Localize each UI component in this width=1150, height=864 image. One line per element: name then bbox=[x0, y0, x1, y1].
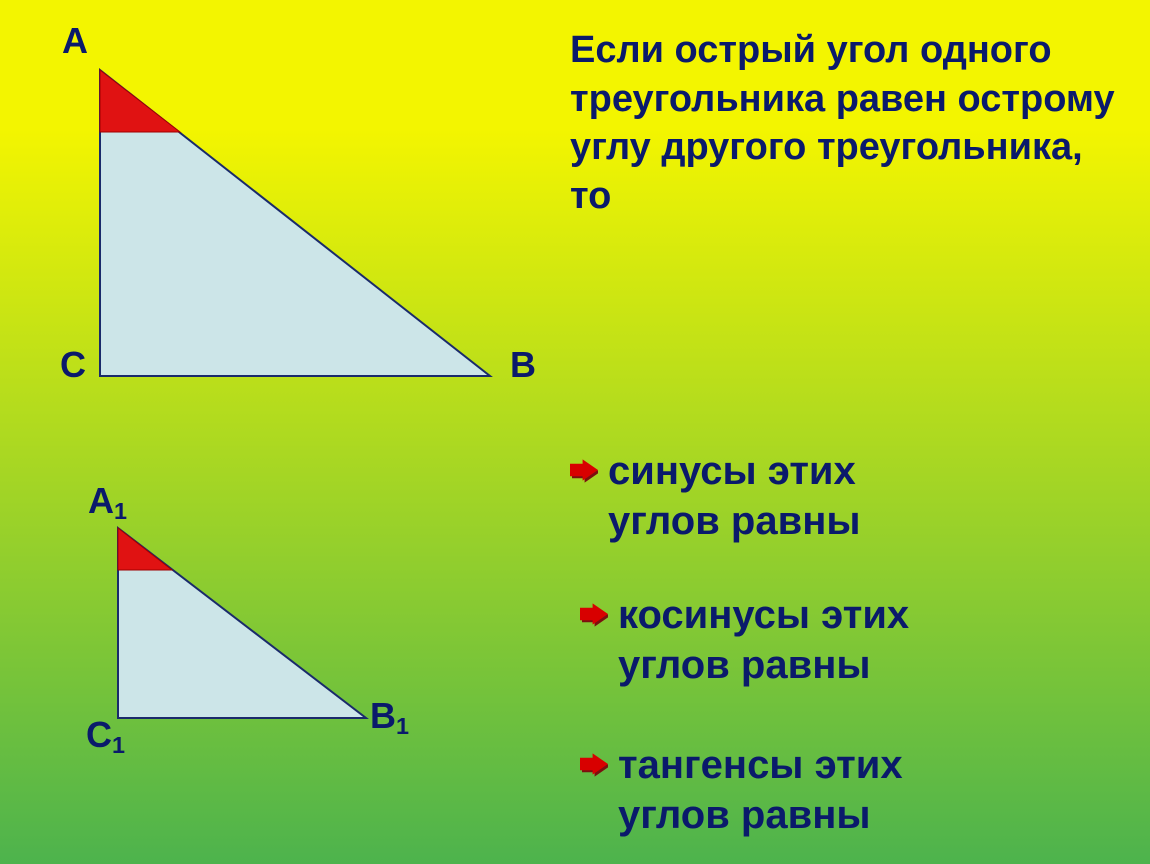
bullet-arrow-icon bbox=[580, 750, 608, 778]
vertex-label-b1-sub: 1 bbox=[396, 713, 409, 739]
vertex-label-c1-sub: 1 bbox=[112, 732, 125, 758]
bullet-row: синусы этих углов равны bbox=[570, 446, 861, 546]
bullet-text: синусы этих углов равны bbox=[608, 446, 861, 546]
bullet-text: тангенсы этих углов равны bbox=[618, 740, 903, 840]
vertex-label-b1: B1 bbox=[370, 695, 409, 737]
vertex-label-a: A bbox=[62, 20, 88, 62]
bullet-arrow-icon bbox=[570, 456, 598, 484]
vertex-label-c: C bbox=[60, 344, 86, 386]
bullet-arrow-icon bbox=[580, 600, 608, 628]
vertex-label-c1: C1 bbox=[86, 714, 125, 756]
bullet-row: косинусы этих углов равны bbox=[580, 590, 909, 690]
vertex-label-b1-main: B bbox=[370, 695, 396, 736]
intro-text: Если острый угол одного треугольника рав… bbox=[570, 26, 1130, 221]
vertex-label-b: B bbox=[510, 344, 536, 386]
vertex-label-a1-main: A bbox=[88, 480, 114, 521]
vertex-label-a1: A1 bbox=[88, 480, 127, 522]
triangle-large bbox=[90, 60, 510, 400]
vertex-label-a1-sub: 1 bbox=[114, 498, 127, 524]
vertex-label-c1-main: C bbox=[86, 714, 112, 755]
bullet-text: косинусы этих углов равны bbox=[618, 590, 909, 690]
triangle-small bbox=[110, 520, 390, 740]
bullet-row: тангенсы этих углов равны bbox=[580, 740, 903, 840]
slide-content: A B C A1 B1 C1 Если острый угол одного т… bbox=[0, 0, 1150, 864]
